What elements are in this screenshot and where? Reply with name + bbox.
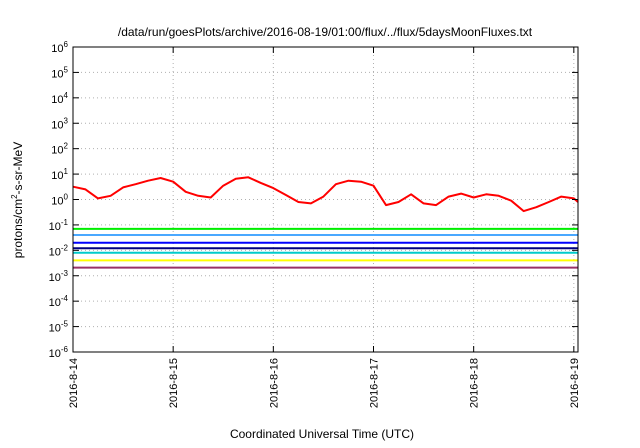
y-tick-base: 10 — [51, 68, 63, 80]
x-tick-label: 2016-8-14 — [68, 358, 80, 408]
y-tick-base: 10 — [51, 145, 63, 157]
y-tick-base: 10 — [51, 43, 63, 55]
y-tick-base: 10 — [51, 196, 63, 208]
y-tick-base: 10 — [51, 170, 63, 182]
x-axis-label: Coordinated Universal Time (UTC) — [230, 427, 414, 441]
y-tick-exponent: -3 — [61, 269, 69, 278]
y-tick-label: 10-4 — [49, 294, 69, 309]
y-tick-label: 10-2 — [49, 243, 69, 258]
y-tick-exponent: -4 — [61, 294, 69, 303]
y-tick-base: 10 — [49, 323, 61, 335]
y-axis-ticks: 10610510410310210110010-110-210-310-410-… — [49, 40, 578, 360]
y-tick-exponent: -1 — [61, 218, 69, 227]
x-tick-label: 2016-8-15 — [168, 358, 180, 408]
y-tick-exponent: -2 — [61, 243, 69, 252]
series-line-1 — [72, 176, 579, 213]
y-tick-base: 10 — [49, 246, 61, 258]
y-axis-label-prefix: protons/cm — [11, 199, 25, 258]
x-tick-label: 2016-8-17 — [368, 358, 380, 408]
y-tick-exponent: 1 — [64, 167, 69, 176]
grid — [73, 47, 578, 352]
series-layer — [72, 176, 579, 269]
y-tick-label: 10-3 — [49, 269, 69, 284]
y-tick-exponent: -6 — [61, 345, 69, 354]
chart-title: /data/run/goesPlots/archive/2016-08-19/0… — [118, 25, 533, 39]
y-tick-label: 104 — [51, 91, 68, 106]
y-tick-exponent: 6 — [64, 40, 69, 49]
x-tick-label: 2016-8-19 — [569, 358, 581, 408]
y-tick-label: 102 — [51, 142, 68, 157]
y-tick-exponent: 0 — [64, 193, 69, 202]
y-tick-base: 10 — [49, 272, 61, 284]
y-tick-base: 10 — [49, 348, 61, 360]
y-tick-exponent: 2 — [64, 142, 69, 151]
x-tick-label: 2016-8-18 — [469, 358, 481, 408]
y-axis-label-suffix: -s-sr-MeV — [11, 142, 25, 195]
y-tick-base: 10 — [51, 119, 63, 131]
y-tick-base: 10 — [49, 221, 61, 233]
y-tick-label: 106 — [51, 40, 68, 55]
y-tick-exponent: 4 — [64, 91, 69, 100]
y-axis-label-sup: 2 — [10, 194, 19, 199]
x-axis-ticks: 2016-8-14 2016-8-15 2016-8-16 2016-8-17 2016… — [68, 47, 581, 408]
y-tick-base: 10 — [49, 297, 61, 309]
y-tick-label: 10-6 — [49, 345, 69, 360]
x-tick-label: 2016-8-16 — [268, 358, 280, 408]
y-tick-label: 10-1 — [49, 218, 69, 233]
y-axis-label: protons/cm2-s-sr-MeV — [10, 142, 25, 258]
y-tick-label: 105 — [51, 65, 68, 80]
y-tick-label: 103 — [51, 116, 68, 131]
y-tick-label: 10-5 — [49, 320, 69, 335]
y-tick-label: 100 — [51, 193, 68, 208]
y-tick-exponent: -5 — [61, 320, 69, 329]
y-tick-exponent: 5 — [64, 65, 69, 74]
y-tick-exponent: 3 — [64, 116, 69, 125]
y-tick-base: 10 — [51, 94, 63, 106]
y-tick-label: 101 — [51, 167, 68, 182]
